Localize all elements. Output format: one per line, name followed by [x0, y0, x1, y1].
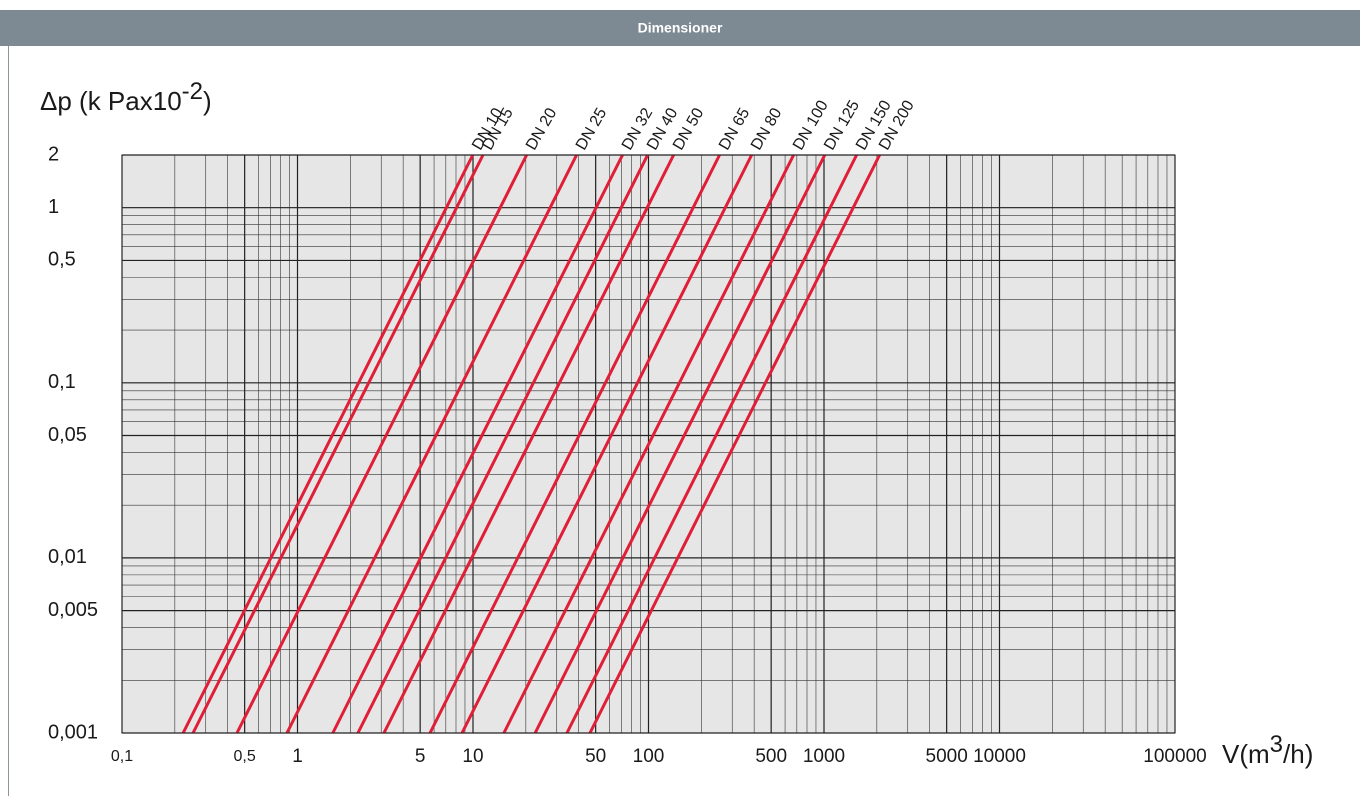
y-tick-label: 0,001: [48, 721, 98, 743]
x-axis-title-sup: 3: [1270, 731, 1283, 758]
x-tick-label: 100: [633, 746, 665, 767]
series-line: [191, 154, 485, 734]
x-tick-label: 0,5: [234, 748, 256, 765]
series-line: [502, 154, 795, 734]
series-line: [356, 154, 649, 734]
y-tick-label: 0,5: [48, 249, 76, 271]
series-line: [382, 154, 675, 734]
y-tick-label: 1: [48, 196, 59, 218]
y-tick-label: 0,01: [48, 546, 87, 568]
series-line: [181, 154, 475, 734]
x-tick-label: 5: [415, 746, 426, 767]
series-label: DN 20: [523, 105, 560, 153]
x-tick-label: 50: [585, 746, 606, 767]
plot-frame: [121, 154, 1176, 734]
y-tick-label: 2: [48, 143, 59, 165]
x-tick-label: 100000: [1143, 746, 1206, 767]
series-line: [588, 154, 881, 734]
x-tick-label: 10000: [973, 746, 1026, 767]
series-label: DN 65: [716, 105, 753, 153]
y-tick-label: 0,1: [48, 371, 76, 393]
header-title: Dimensioner: [638, 20, 723, 36]
x-axis-title: V(m3/h): [1222, 731, 1313, 769]
series-line: [428, 154, 721, 734]
series-line: [565, 154, 858, 734]
header-bar: [0, 10, 1360, 46]
x-tick-label: 1: [292, 746, 303, 767]
series-label: DN 80: [748, 105, 785, 153]
series-line: [460, 154, 753, 734]
y-tick-label: 0,005: [48, 599, 98, 621]
y-axis-title-end: ): [203, 86, 212, 116]
y-axis-title: Δp (k Pax10-2): [40, 78, 212, 116]
series-line: [235, 154, 528, 734]
x-axis-title-end: /h): [1283, 739, 1313, 769]
x-tick-label: 5000: [926, 746, 968, 767]
y-axis-title-main: Δp (k Pax10: [40, 86, 182, 116]
series-line: [285, 154, 578, 734]
y-tick-label: 0,05: [48, 424, 87, 446]
series-label: DN 25: [573, 105, 610, 153]
x-axis-title-main: V(m: [1222, 739, 1270, 769]
series-line: [533, 154, 827, 734]
x-tick-label: 1000: [803, 746, 845, 767]
y-axis-title-sup: -2: [182, 78, 203, 105]
x-tick-label: 500: [755, 746, 787, 767]
x-tick-label: 0,1: [111, 748, 133, 765]
x-tick-label: 10: [462, 746, 483, 767]
series-line: [331, 154, 624, 734]
